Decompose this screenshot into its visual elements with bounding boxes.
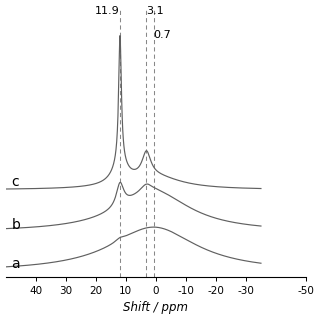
X-axis label: Shift / ppm: Shift / ppm — [123, 301, 188, 315]
Text: a: a — [12, 257, 20, 271]
Text: 0.7: 0.7 — [154, 30, 172, 40]
Text: b: b — [12, 218, 20, 232]
Text: 11.9: 11.9 — [95, 6, 120, 16]
Text: c: c — [12, 175, 19, 189]
Text: 3.1: 3.1 — [147, 6, 164, 16]
